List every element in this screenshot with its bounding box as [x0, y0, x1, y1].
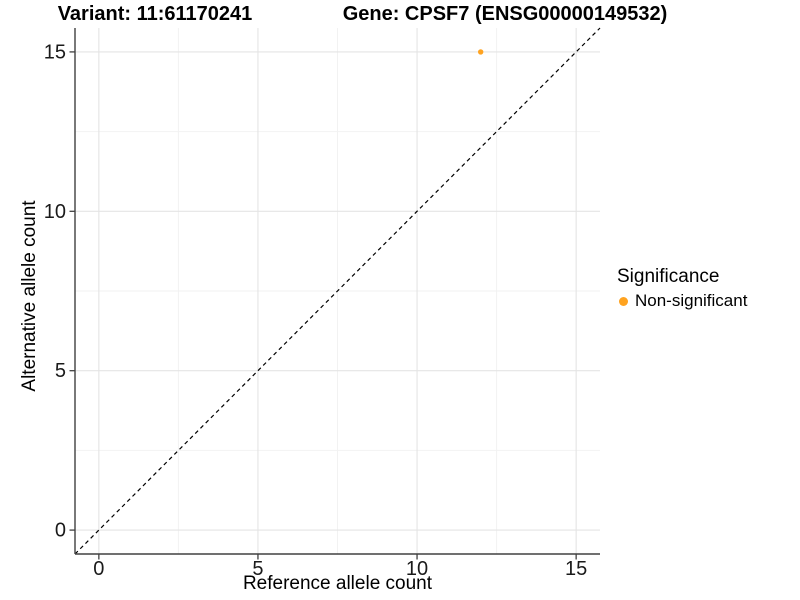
- legend-point-icon: [619, 296, 628, 306]
- data-point: [477, 49, 484, 55]
- legend-item-label: Non-significant: [635, 291, 748, 310]
- x-tick-label: 0: [93, 558, 104, 580]
- y-tick-label: 10: [44, 201, 66, 223]
- legend: Significance Non-significant: [617, 265, 747, 311]
- variant-title: Variant: 11:61170241: [57, 3, 253, 25]
- x-axis-title: Reference allele count: [242, 573, 433, 594]
- y-tick-label: 5: [55, 360, 66, 382]
- gene-title: Gene: CPSF7 (ENSG00000149532): [342, 3, 668, 25]
- x-tick-label: 10: [406, 558, 428, 580]
- y-tick-label: 15: [44, 41, 66, 63]
- y-axis-title: Alternative allele count: [19, 200, 40, 392]
- x-tick-label: 15: [565, 558, 587, 580]
- y-tick-label: 0: [55, 520, 66, 542]
- legend-item: Non-significant: [617, 291, 747, 311]
- x-tick-label: 5: [252, 558, 263, 580]
- legend-title: Significance: [617, 266, 720, 287]
- identity-dashed-line: [74, 27, 601, 555]
